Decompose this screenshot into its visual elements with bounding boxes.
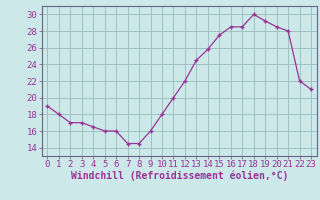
X-axis label: Windchill (Refroidissement éolien,°C): Windchill (Refroidissement éolien,°C) xyxy=(70,171,288,181)
